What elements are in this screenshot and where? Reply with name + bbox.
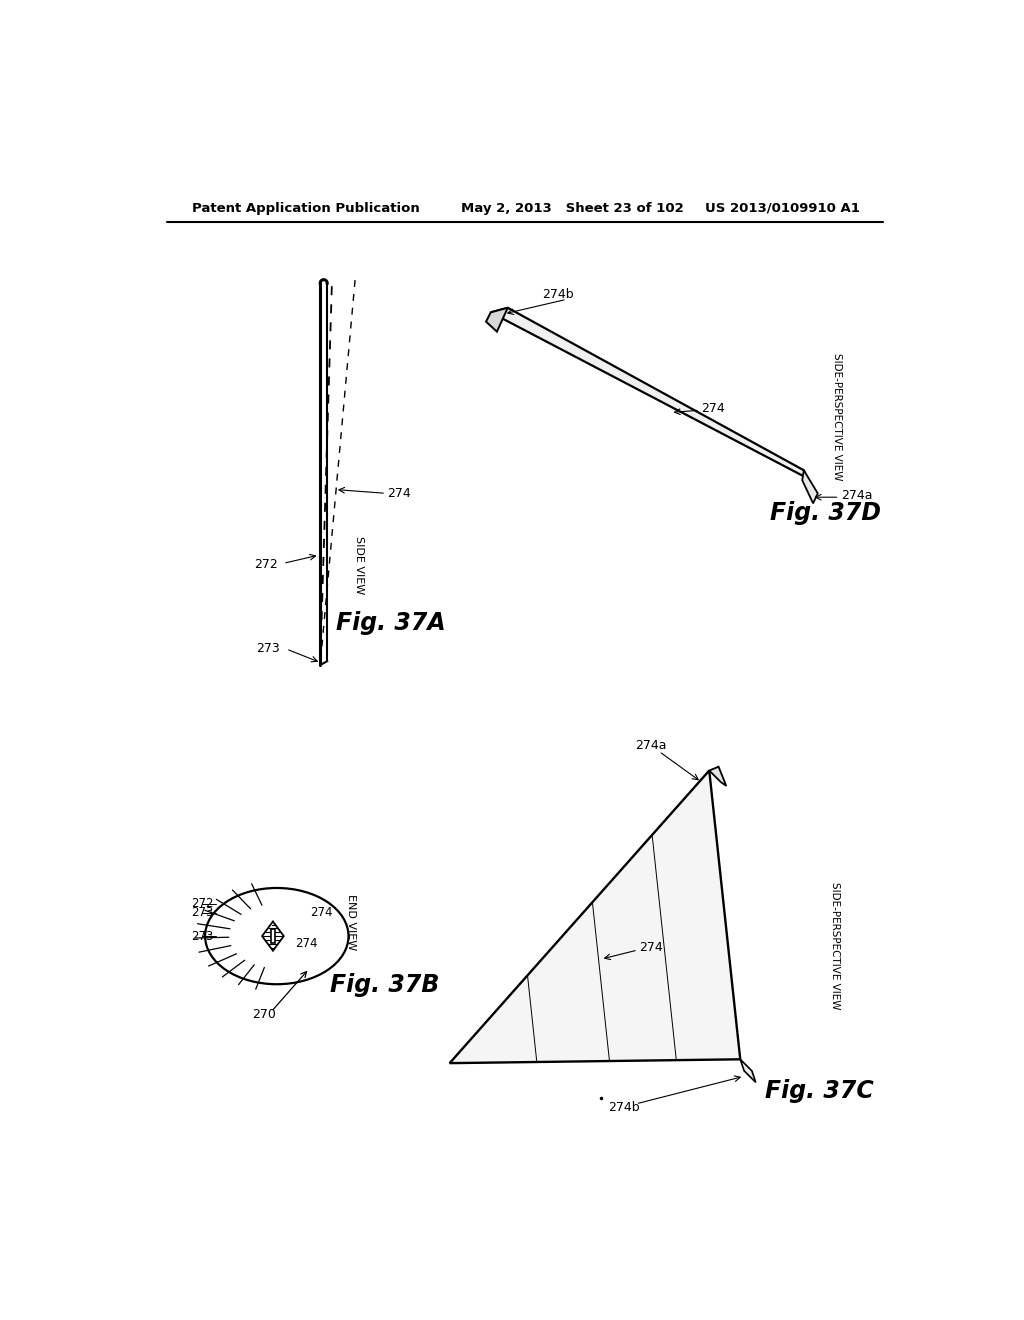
Text: Fig. 37D: Fig. 37D	[770, 502, 881, 525]
Polygon shape	[740, 1059, 756, 1082]
Text: 274a: 274a	[635, 739, 667, 751]
Polygon shape	[450, 771, 740, 1063]
Text: 274: 274	[295, 937, 317, 950]
Text: Fig. 37B: Fig. 37B	[330, 973, 439, 997]
Text: 272: 272	[191, 898, 214, 911]
Text: 272: 272	[254, 558, 278, 572]
Text: Fig. 37C: Fig. 37C	[765, 1078, 873, 1102]
Text: SIDE VIEW: SIDE VIEW	[354, 536, 364, 594]
Polygon shape	[486, 308, 508, 331]
Polygon shape	[490, 308, 807, 478]
Text: May 2, 2013   Sheet 23 of 102: May 2, 2013 Sheet 23 of 102	[461, 202, 684, 215]
Text: 274: 274	[701, 403, 725, 416]
Text: Fig. 37A: Fig. 37A	[336, 611, 445, 635]
Text: 274: 274	[388, 487, 412, 500]
Text: 274b: 274b	[608, 1101, 640, 1114]
Polygon shape	[262, 921, 284, 950]
Text: SIDE-PERSPECTIVE VIEW: SIDE-PERSPECTIVE VIEW	[829, 882, 840, 1008]
Text: 273: 273	[191, 907, 214, 920]
Text: END VIEW: END VIEW	[346, 894, 356, 950]
Polygon shape	[710, 767, 726, 785]
Text: Patent Application Publication: Patent Application Publication	[191, 202, 419, 215]
Text: 273: 273	[256, 643, 280, 656]
Text: 274a: 274a	[841, 490, 872, 502]
Polygon shape	[802, 470, 818, 503]
Text: SIDE-PERSPECTIVE VIEW: SIDE-PERSPECTIVE VIEW	[833, 352, 842, 480]
Text: 273: 273	[191, 929, 214, 942]
Text: US 2013/0109910 A1: US 2013/0109910 A1	[705, 202, 859, 215]
Polygon shape	[270, 929, 275, 942]
Text: 274: 274	[310, 907, 333, 920]
Text: 274b: 274b	[543, 288, 573, 301]
Text: 270: 270	[252, 1008, 275, 1022]
Text: 274: 274	[640, 941, 664, 954]
